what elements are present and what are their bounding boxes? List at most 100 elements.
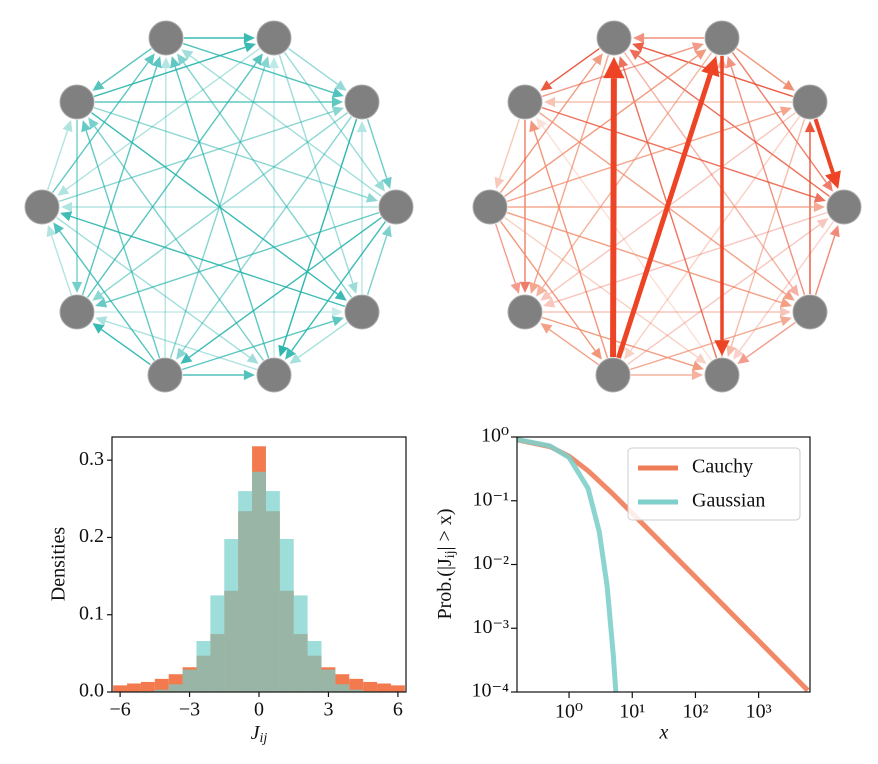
y-label-pre: Prob.(|J (434, 558, 456, 619)
edge (174, 66, 270, 359)
edge-arrowhead (829, 225, 840, 238)
histogram-bar (168, 684, 183, 692)
edge-arrowhead (243, 369, 255, 381)
edge-arrowhead (356, 121, 368, 133)
edge-arrowhead (779, 316, 792, 327)
edge-arrowhead (374, 179, 385, 192)
edge-arrowhead (62, 120, 73, 133)
edge (622, 66, 718, 359)
histogram-bar (196, 641, 211, 692)
edge-arrowhead (536, 117, 547, 130)
edge-arrowhead (726, 344, 737, 357)
edge-arrowhead (53, 222, 64, 235)
edge (366, 235, 388, 296)
edge-arrowhead (691, 360, 704, 371)
edge-arrowhead (694, 49, 707, 60)
edge-arrowhead (243, 32, 255, 44)
edge (81, 66, 158, 296)
edge (169, 66, 266, 359)
node (378, 189, 414, 225)
edge (94, 125, 265, 361)
node (24, 189, 60, 225)
histogram-bar (127, 683, 141, 692)
node (344, 294, 380, 330)
edge (504, 216, 699, 358)
edge-arrowhead (92, 80, 105, 91)
histogram-bar (390, 685, 405, 692)
edge-arrowhead (246, 353, 259, 364)
edge-arrowhead (633, 32, 645, 44)
y-axis-label: Prob.(|Jij| > x) (434, 509, 459, 620)
histogram-bar (154, 678, 169, 692)
edge-arrowhead (592, 53, 603, 66)
node (704, 20, 740, 56)
edge-arrowhead (782, 289, 795, 301)
legend-label: Gaussian (692, 490, 765, 512)
edge-arrowhead (46, 225, 57, 238)
edge (610, 78, 617, 358)
histogram-bar (224, 539, 239, 692)
histogram-bar (154, 689, 169, 692)
histogram-bar (363, 681, 378, 692)
y-axis-label: Densities (48, 527, 70, 602)
edge-arrowhead (536, 284, 547, 297)
x-tick-label: 10¹ (619, 701, 645, 723)
edge-arrowhead (381, 225, 392, 238)
x-tick-label: 3 (323, 699, 333, 721)
edge-arrowhead (779, 106, 792, 117)
edge (495, 223, 517, 284)
edge (623, 52, 794, 288)
histogram-bar (265, 491, 280, 692)
histogram-bar (321, 669, 336, 692)
edge-arrowhead (381, 176, 392, 189)
x-tick-label: 6 (393, 699, 403, 721)
edge (86, 62, 258, 298)
edge (731, 52, 827, 184)
node (792, 84, 828, 120)
edge (746, 321, 796, 359)
edge (730, 118, 806, 347)
edge-arrowhead (540, 323, 553, 334)
edge (736, 48, 787, 85)
edge (93, 46, 246, 98)
edge (616, 73, 713, 359)
edge-arrowhead (176, 347, 187, 360)
edge-arrowhead (529, 281, 540, 294)
x-tick-label: 10⁰ (555, 701, 583, 723)
edge (100, 112, 348, 295)
edge-arrowhead (160, 56, 172, 69)
edge-arrowhead (331, 316, 344, 327)
edge-arrowhead (92, 323, 105, 334)
edge (539, 112, 787, 295)
histogram-bar (349, 678, 364, 692)
edge (182, 42, 334, 94)
edge (188, 217, 382, 358)
edge-arrowhead (331, 96, 343, 108)
edge (814, 235, 836, 296)
edge-arrowhead (694, 353, 707, 364)
edge-arrowhead (92, 289, 105, 301)
y-tick-label: 10⁻⁴ (471, 680, 509, 702)
y-tick-label: 0.2 (79, 525, 104, 547)
histogram-bar (377, 683, 391, 692)
edge (298, 321, 348, 359)
y-tick-label: 10⁻³ (472, 616, 509, 638)
edge-arrowhead (57, 185, 70, 196)
edge-arrowhead (259, 56, 270, 69)
edge-arrowhead (151, 56, 162, 69)
edge (101, 328, 151, 366)
edge (541, 52, 713, 288)
edge (504, 55, 699, 197)
edge-arrowhead (779, 297, 792, 308)
edge-arrowhead (331, 306, 343, 318)
edge-arrowhead (618, 56, 629, 69)
edge-arrowhead (822, 179, 833, 192)
edge-arrowhead (788, 284, 799, 297)
edge-arrowhead (543, 297, 556, 308)
edge (549, 47, 600, 86)
line-series (517, 437, 619, 692)
edge-arrowhead (779, 306, 791, 318)
edge (182, 116, 353, 352)
x-label-main: J (251, 722, 261, 744)
edge-arrowhead (285, 347, 296, 360)
